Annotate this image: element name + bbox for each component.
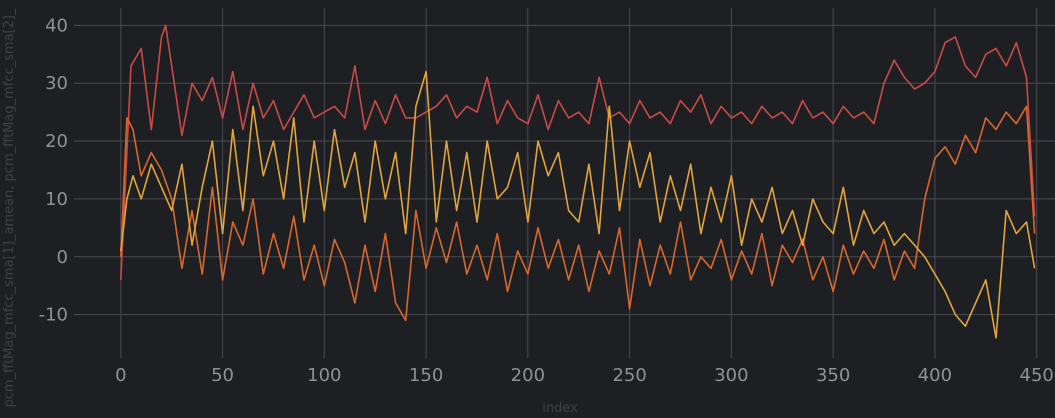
series-line-3	[120, 70, 1036, 339]
y-tick-label: 40	[45, 15, 68, 36]
series-line-2	[120, 105, 1036, 322]
series-line-1	[120, 24, 1036, 280]
x-tick-label: 400	[918, 365, 952, 386]
y-tick-label: 30	[45, 73, 68, 94]
grid	[74, 8, 1055, 358]
x-tick-label: 450	[1020, 365, 1054, 386]
x-tick-label: 200	[511, 365, 545, 386]
x-tick-label: 50	[211, 365, 234, 386]
x-tick-label: 100	[307, 365, 341, 386]
x-axis-label: index	[542, 401, 578, 416]
x-tick-label: 150	[409, 365, 443, 386]
x-tick-label: 250	[612, 365, 646, 386]
y-tick-label: -10	[39, 305, 68, 326]
y-tick-label: 10	[45, 189, 68, 210]
y-tick-label: 0	[57, 247, 68, 268]
x-tick-label: 0	[115, 365, 126, 386]
x-tick-label: 350	[816, 365, 850, 386]
y-tick-label: 20	[45, 131, 68, 152]
y-axis-label: pcm_fftMag_mfcc_sma[1]_amean, pcm_fftMag…	[2, 8, 17, 407]
x-tick-label: 300	[714, 365, 748, 386]
series-lines	[120, 24, 1036, 339]
